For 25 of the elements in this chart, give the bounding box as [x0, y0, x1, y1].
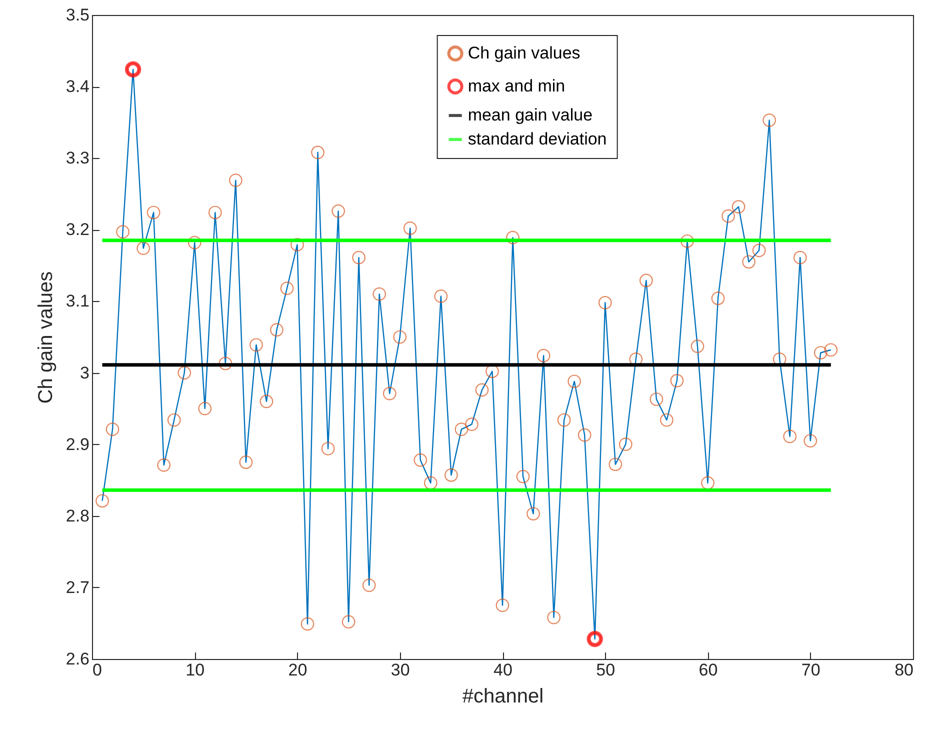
x-tick-label: 50	[596, 660, 616, 680]
y-tick-label: 2.9	[66, 434, 90, 454]
legend-label: max and min	[468, 76, 566, 96]
x-tick-label: 60	[698, 660, 718, 680]
y-tick-label: 3.1	[66, 292, 90, 311]
x-tick-label: 80	[894, 660, 914, 680]
x-tick-label: 0	[92, 660, 102, 680]
y-tick-label: 3.3	[66, 148, 90, 168]
y-tick-label: 2.8	[66, 506, 90, 526]
y-tick-label: 3.2	[66, 220, 90, 240]
legend-label: mean gain value	[468, 106, 593, 124]
x-tick-label: 70	[801, 660, 820, 680]
y-axis-title: Ch gain values	[34, 271, 57, 404]
y-tick-label: 2.6	[66, 650, 90, 668]
y-tick-label: 2.7	[66, 578, 90, 597]
y-tick-label: 3.5	[66, 6, 90, 24]
y-tick-label: 3.4	[66, 77, 90, 96]
x-tick-label: 30	[390, 660, 410, 680]
x-tick-label: 40	[494, 660, 512, 680]
y-tick-label: 3	[80, 363, 90, 382]
legend-label: Ch gain values	[468, 44, 580, 62]
x-axis-title: #channel	[462, 686, 544, 708]
x-tick-label: 20	[288, 660, 308, 680]
x-tick-label: 10	[186, 660, 205, 680]
legend-label: standard deviation	[468, 130, 607, 148]
